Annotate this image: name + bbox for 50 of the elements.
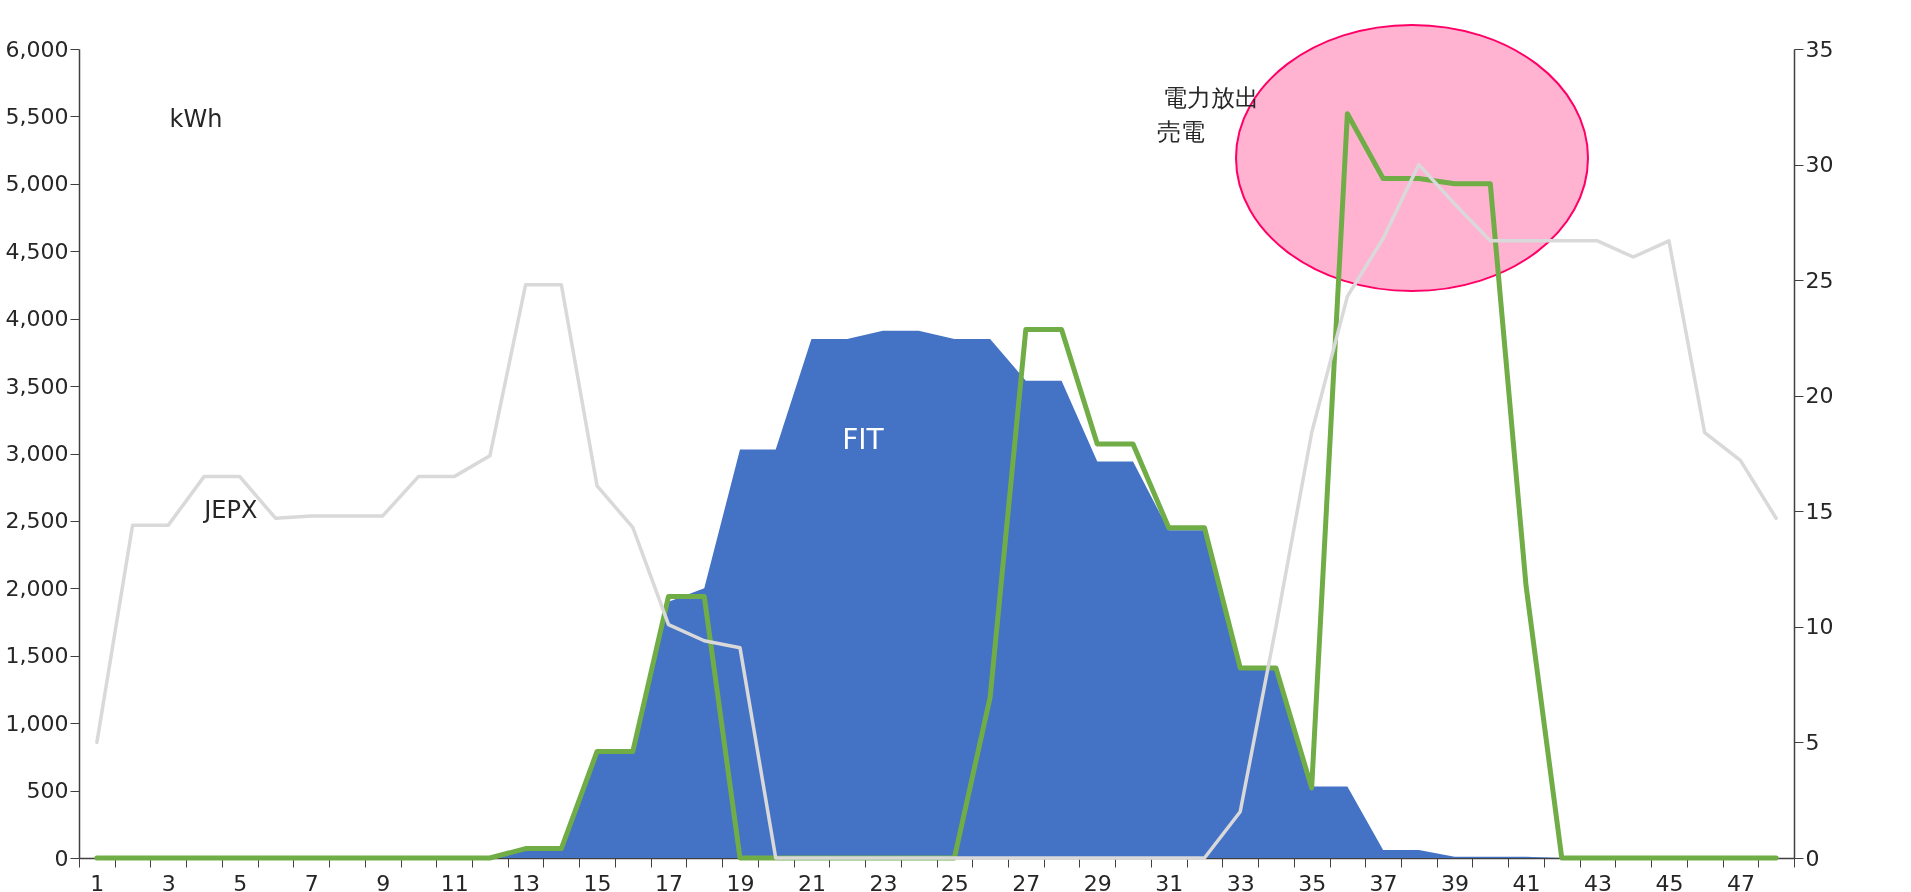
x-tick-label: 35 — [1298, 870, 1327, 892]
y-tick-label: 5,500 — [5, 103, 69, 129]
x-tick-label: 15 — [583, 870, 612, 892]
y-tick-label: 1,000 — [5, 710, 69, 736]
x-tick-label: 37 — [1369, 870, 1398, 892]
x-tick-label: 47 — [1726, 870, 1755, 892]
y-axis-title: kWh — [169, 104, 223, 133]
x-tick-label: 3 — [161, 870, 176, 892]
x-tick-label: 43 — [1583, 870, 1612, 892]
y-tick-label: 2,000 — [5, 575, 69, 601]
x-tick-label: 19 — [726, 870, 755, 892]
x-tick-label: 29 — [1083, 870, 1112, 892]
y-tick-label: 2,500 — [5, 508, 69, 534]
y-tick-label: 5,000 — [5, 171, 69, 197]
x-tick-label: 1 — [90, 870, 105, 892]
annotation: 電力放出 — [1163, 84, 1259, 112]
annotation: 売電 — [1157, 118, 1205, 146]
y2-tick-label: 5 — [1805, 729, 1820, 755]
x-tick-label: 13 — [512, 870, 541, 892]
series-label: JEPX — [202, 495, 258, 524]
y2-tick-label: 15 — [1805, 498, 1834, 524]
x-tick-label: 7 — [304, 870, 319, 892]
x-tick-label: 39 — [1441, 870, 1470, 892]
y2-tick-label: 10 — [1805, 614, 1834, 640]
y2-tick-label: 20 — [1805, 383, 1834, 409]
x-tick-label: 33 — [1226, 870, 1255, 892]
y2-tick-label: 35 — [1805, 36, 1834, 62]
x-tick-label: 31 — [1155, 870, 1184, 892]
x-tick-label: 9 — [376, 870, 391, 892]
x-tick-label: 21 — [797, 870, 826, 892]
y-tick-label: 3,500 — [5, 373, 69, 399]
x-tick-label: 17 — [655, 870, 684, 892]
x-tick-label: 25 — [940, 870, 969, 892]
x-tick-label: 27 — [1012, 870, 1041, 892]
y-tick-label: 3,000 — [5, 441, 69, 466]
series-label: FIT — [842, 422, 885, 456]
y-tick-label: 500 — [26, 778, 69, 804]
y-tick-label: 4,500 — [5, 238, 69, 264]
y-tick-label: 1,500 — [5, 643, 69, 669]
y-tick-label: 6,000 — [5, 36, 69, 62]
x-tick-label: 41 — [1512, 870, 1541, 892]
y-tick-label: 4,000 — [5, 306, 69, 332]
x-tick-label: 45 — [1655, 870, 1684, 892]
x-tick-label: 5 — [233, 870, 248, 892]
y-tick-label: 0 — [54, 845, 69, 871]
y2-tick-label: 0 — [1805, 845, 1820, 871]
y2-tick-label: 30 — [1805, 152, 1834, 178]
y2-tick-label: 25 — [1805, 267, 1834, 293]
x-tick-label: 11 — [440, 870, 469, 892]
x-tick-label: 23 — [869, 870, 898, 892]
